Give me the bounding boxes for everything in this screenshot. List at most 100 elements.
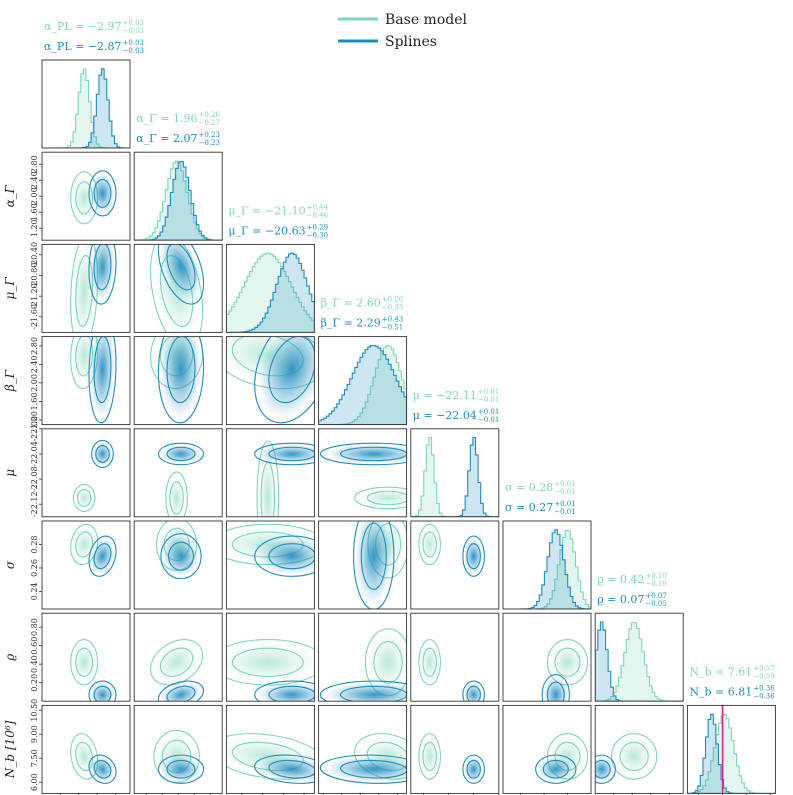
panel-frame	[502, 520, 592, 610]
contour-1sigma-base	[76, 489, 92, 507]
summary-sup: +0.01	[554, 480, 575, 488]
contour-2sigma-base	[418, 733, 441, 780]
density-base	[72, 244, 97, 333]
summary-sub: −0.01	[478, 396, 499, 404]
panel-beta_gamma-alpha_gamma	[133, 336, 223, 426]
contour-2sigma-base	[418, 639, 441, 686]
summary-sub: −0.59	[753, 672, 774, 680]
contour-2sigma-splines	[88, 170, 117, 217]
summary-sup: +0.01	[554, 500, 575, 508]
contour-1sigma-splines	[268, 446, 315, 462]
summary-sub: −0.51	[382, 324, 403, 332]
summary-sub: −0.23	[198, 139, 219, 147]
panel-frame	[594, 612, 684, 702]
y-tick-label: 1.60	[30, 203, 39, 221]
contour-2sigma-base	[226, 639, 315, 686]
panel-frame	[318, 520, 408, 610]
contour-1sigma-base	[422, 531, 437, 558]
y-tick-label: 2.00	[30, 374, 39, 392]
panel-frame	[410, 704, 500, 794]
contour-1sigma-base	[554, 647, 581, 677]
panel-frame	[225, 336, 315, 426]
contour-2sigma-splines	[535, 754, 577, 784]
panel-mu-alpha_gamma	[133, 428, 223, 518]
panel-rho-mu_gamma	[225, 612, 315, 702]
contour-1sigma-splines	[542, 759, 569, 779]
contour-1sigma-base	[422, 741, 437, 772]
contour-2sigma-base	[165, 471, 188, 517]
summary-splines: α_PL = −2.87	[44, 40, 122, 53]
y-tick-label: -21.20	[30, 283, 39, 309]
contour-1sigma-base	[75, 647, 94, 677]
y-tick-label: 1.20	[30, 219, 39, 237]
contour-2sigma-splines	[462, 680, 485, 702]
panel-sigma-alpha_pl: 0.24 0.26 0.28 σ	[3, 520, 131, 610]
panel-frame	[133, 520, 223, 610]
summary-base: α_PL = −2.97	[44, 20, 122, 33]
y-tick-label: 2.80	[30, 337, 39, 355]
panel-n_b-mu_gamma: -21.60-21.20-20.80-20.40μ_Γ	[219, 704, 315, 795]
contour-2sigma-splines	[157, 336, 205, 424]
contour-2sigma-base	[70, 639, 99, 686]
y-tick-label: 2.00	[30, 187, 39, 205]
contour-1sigma-base	[373, 640, 403, 684]
density-splines	[258, 756, 315, 782]
contour-1sigma-splines	[93, 685, 112, 702]
legend-label-splines: Splines	[385, 34, 437, 50]
y-tick-label: 2.80	[30, 155, 39, 173]
y-axis-label: N_b [10⁶]	[3, 720, 17, 779]
y-tick-label: 2.40	[30, 171, 39, 189]
panel-n_b-mu: -22.12-22.08-22.04-22.00μ	[400, 704, 500, 795]
contour-1sigma-splines	[167, 541, 195, 571]
contour-1sigma-splines	[360, 522, 387, 590]
summary-sup: +0.07	[645, 592, 666, 600]
density-base	[358, 488, 407, 508]
density-splines	[160, 682, 202, 702]
histogram-base	[226, 252, 315, 333]
summary-splines: σ = 0.27	[505, 501, 553, 514]
y-tick-label: 0.60	[30, 637, 39, 655]
y-tick-label: 7.50	[30, 749, 39, 767]
contour-2sigma-base	[418, 523, 441, 566]
panel-sigma-mu_gamma	[225, 520, 315, 610]
contour-1sigma-base	[422, 647, 437, 677]
panel-mu-mu: μ = −22.11 +0.01−0.01μ = −22.04 +0.01−0.01	[410, 388, 499, 518]
panel-frame	[318, 612, 408, 702]
y-axis-label: α_Γ	[3, 184, 17, 207]
contour-2sigma-splines	[254, 754, 315, 784]
contour-2sigma-splines	[88, 336, 117, 424]
contour-1sigma-splines	[268, 543, 315, 570]
panel-frame	[41, 59, 131, 149]
y-tick-label: 1.60	[30, 393, 39, 411]
density-splines	[160, 336, 202, 418]
panel-rho-beta_gamma	[318, 612, 408, 702]
contour-2sigma-splines	[157, 442, 205, 466]
y-tick-label: 0.20	[30, 674, 39, 692]
contour-2sigma-splines	[353, 521, 395, 609]
contour-2sigma-splines	[157, 680, 205, 702]
contour-1sigma-base	[619, 741, 649, 772]
summary-splines: α_Γ = 2.07	[136, 132, 197, 145]
panel-frame	[41, 336, 131, 426]
panel-frame	[225, 243, 315, 333]
summary-sup: +0.26	[198, 111, 220, 119]
panel-n_b-beta_gamma: 1.201.602.002.402.80β_Γ	[306, 704, 408, 795]
contour-1sigma-base	[75, 255, 94, 327]
histogram-splines	[134, 160, 223, 241]
summary-base: μ_Γ = −21.10	[228, 204, 305, 217]
contour-2sigma-base	[354, 486, 407, 510]
contour-2sigma-splines	[462, 535, 485, 577]
contour-2sigma-base	[256, 440, 280, 517]
summary-sup: +0.36	[753, 684, 775, 692]
panel-sigma-mu	[410, 520, 500, 610]
contour-2sigma-base	[72, 483, 96, 512]
summary-sub: −0.27	[198, 119, 219, 127]
summary-sub: −0.10	[645, 580, 666, 588]
contour-2sigma-splines	[541, 674, 570, 702]
histogram-splines	[318, 344, 407, 425]
contour-2sigma-base	[150, 639, 204, 686]
panel-frame	[318, 704, 408, 794]
summary-base: ϱ = 0.42	[597, 573, 644, 586]
y-tick-label: -20.40	[30, 242, 39, 268]
density-base	[153, 641, 200, 683]
